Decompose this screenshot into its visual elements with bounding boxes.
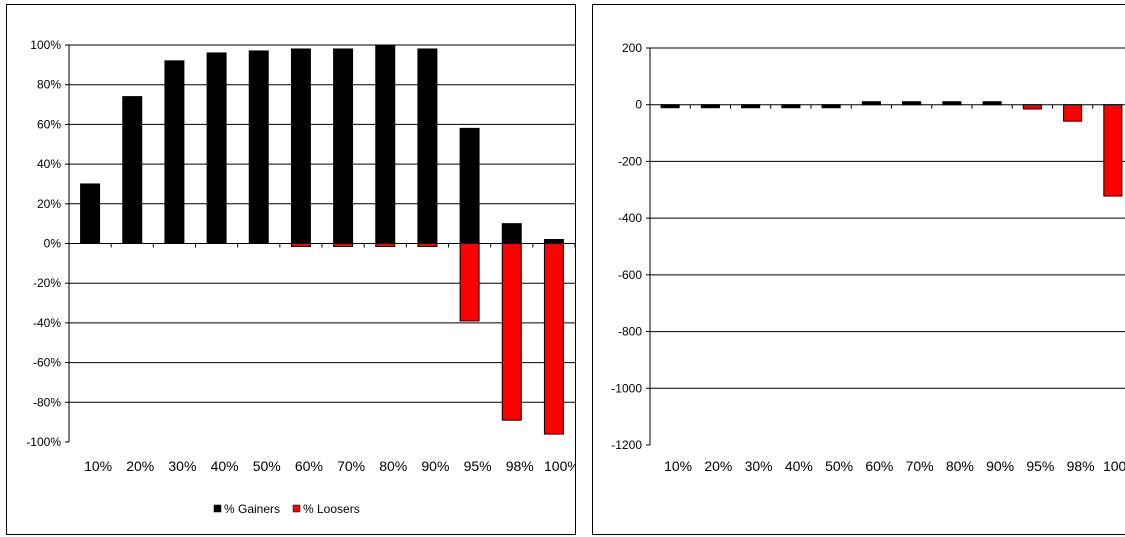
axes (65, 44, 575, 443)
gainers-loosers-percent-chart: 100% 80% 60% 40% 20% 0% -20% -40% -60% -80% -100% … (6, 4, 576, 535)
legend-swatch (292, 504, 301, 513)
x-tick-label: 60% (865, 458, 893, 474)
bar (942, 101, 962, 106)
bar (459, 243, 480, 322)
y-tick-label: -20% (33, 276, 61, 290)
y-tick-label: -200 (618, 154, 642, 168)
bar (290, 48, 311, 244)
x-tick-label: 60% (295, 458, 323, 474)
y-tick-label: 20% (37, 197, 61, 211)
bar (333, 243, 354, 247)
y-tick-label: 60% (37, 117, 61, 131)
bar (417, 48, 438, 244)
bar (417, 243, 438, 247)
bar (543, 243, 564, 435)
bars (80, 44, 564, 435)
x-tick-label: 90% (986, 458, 1014, 474)
x-tick-label: 50% (825, 458, 853, 474)
bar (1103, 104, 1123, 197)
x-tick-label: 90% (421, 458, 449, 474)
y-tick-label: -1000 (611, 381, 642, 395)
x-tick-label: 40% (785, 458, 813, 474)
bar (902, 101, 922, 106)
x-tick-label: 98% (1067, 458, 1095, 474)
y-tick-label: -400 (618, 211, 642, 225)
bar (861, 101, 881, 106)
bar (375, 44, 396, 244)
y-tick-label: 100% (30, 38, 61, 52)
bar (164, 60, 185, 244)
y-tick-label: -800 (618, 325, 642, 339)
grid (69, 44, 575, 403)
y-tick-label: -600 (618, 268, 642, 282)
legend-label: % Loosers (303, 502, 360, 516)
x-tick-label: 50% (253, 458, 281, 474)
bar (982, 101, 1002, 106)
bar (781, 104, 801, 109)
chart-right-svg: 200 0 -200 -400 -600 -800 -1000 -1200 10% 20% 30%… (611, 41, 1125, 474)
bar (290, 243, 311, 247)
grid (650, 47, 1125, 389)
y-tick-labels: 100% 80% 60% 40% 20% 0% -20% -40% -60% -80% -100% (26, 38, 61, 449)
y-tick-label: -40% (33, 316, 61, 330)
bar (80, 183, 101, 244)
x-tick-label: 80% (946, 458, 974, 474)
bar (543, 239, 564, 244)
x-tick-label: 100% (544, 458, 575, 474)
y-tick-label: 200 (622, 41, 642, 55)
x-tick-labels: 10% 20% 30% 40% 50% 60% 70% 80% 90% 95% 98% 100% (664, 458, 1125, 474)
legend-swatch (213, 504, 222, 513)
x-tick-label: 20% (126, 458, 154, 474)
x-tick-label: 95% (464, 458, 492, 474)
x-tick-label: 80% (379, 458, 407, 474)
x-tick-label: 100% (1103, 458, 1125, 474)
y-tick-label: 0% (44, 237, 62, 251)
bar (333, 48, 354, 244)
y-tick-label: -60% (33, 356, 61, 370)
x-tick-label: 20% (704, 458, 732, 474)
y-tick-label: -100% (26, 435, 61, 449)
legend-label: % Gainers (224, 502, 280, 516)
bar (459, 127, 480, 244)
bar (1063, 104, 1083, 122)
x-tick-label: 30% (168, 458, 196, 474)
x-tick-label: 95% (1026, 458, 1054, 474)
x-tick-label: 30% (745, 458, 773, 474)
y-tick-label: -80% (33, 395, 61, 409)
bar (501, 223, 522, 244)
y-tick-label: -1200 (611, 438, 642, 452)
y-tick-labels: 200 0 -200 -400 -600 -800 -1000 -1200 (611, 41, 642, 452)
y-tick-label: 0 (635, 98, 642, 112)
x-tick-label: 70% (906, 458, 934, 474)
bar (248, 50, 269, 244)
x-tick-label: 98% (506, 458, 534, 474)
axes (646, 47, 1094, 446)
bar (700, 104, 720, 109)
bar (206, 52, 227, 244)
bar (1022, 104, 1042, 110)
bar (501, 243, 522, 421)
bars (660, 101, 1123, 197)
x-tick-labels: 10% 20% 30% 40% 50% 60% 70% 80% 90% 95% 98% 100% (84, 458, 575, 474)
x-tick-label: 70% (337, 458, 365, 474)
bar (375, 243, 396, 247)
bar (660, 104, 680, 109)
bar (741, 104, 761, 109)
x-tick-label: 40% (211, 458, 239, 474)
legend: % Gainers % Loosers (213, 502, 360, 516)
bar (821, 104, 841, 109)
bar (122, 96, 143, 244)
x-tick-label: 10% (664, 458, 692, 474)
chart-left-svg: 100%80%60%40%20%0%-20%-40%-60%-80%-100% … (26, 38, 575, 516)
gainers-loosers-value-chart: 200 0 -200 -400 -600 -800 -1000 -1200 10% 20% 30%… (592, 4, 1125, 535)
x-tick-label: 10% (84, 458, 112, 474)
y-tick-label: 40% (37, 157, 61, 171)
y-tick-label: 80% (37, 78, 61, 92)
